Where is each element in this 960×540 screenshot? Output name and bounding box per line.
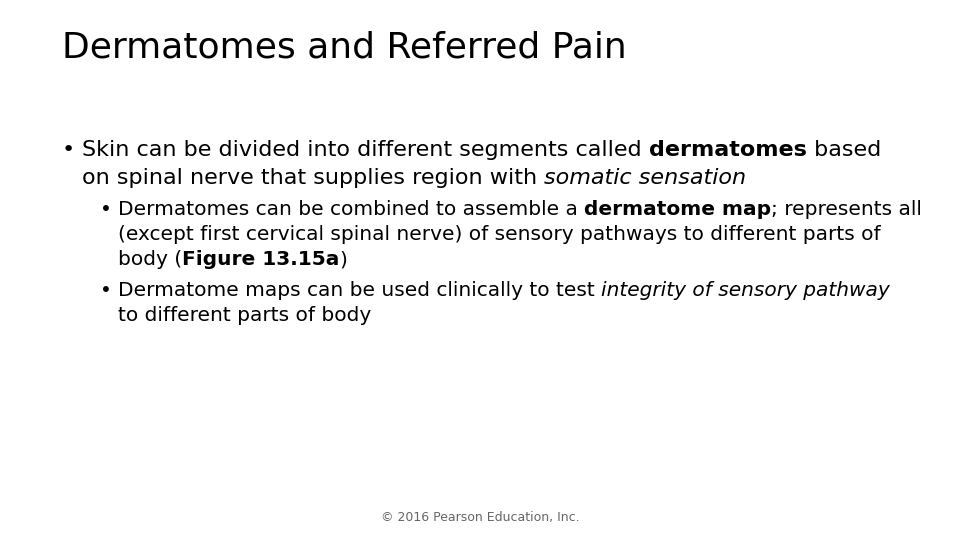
Text: to different parts of body: to different parts of body — [118, 306, 372, 325]
Text: body (: body ( — [118, 250, 182, 269]
Text: on spinal nerve that supplies region with: on spinal nerve that supplies region wit… — [82, 168, 544, 188]
Text: (except first cervical spinal nerve) of sensory pathways to different parts of: (except first cervical spinal nerve) of … — [118, 225, 880, 244]
Text: based: based — [806, 140, 881, 160]
Text: Dermatomes can be combined to assemble a: Dermatomes can be combined to assemble a — [118, 200, 585, 219]
Text: somatic sensation: somatic sensation — [544, 168, 746, 188]
Text: Dermatomes and Referred Pain: Dermatomes and Referred Pain — [62, 30, 627, 64]
Text: dermatomes: dermatomes — [649, 140, 806, 160]
Text: Figure 13.15a: Figure 13.15a — [182, 250, 340, 269]
Text: ; represents all: ; represents all — [772, 200, 923, 219]
Text: integrity of sensory pathway: integrity of sensory pathway — [601, 281, 890, 300]
Text: dermatome map: dermatome map — [585, 200, 772, 219]
Text: •: • — [100, 281, 112, 300]
Text: Dermatome maps can be used clinically to test: Dermatome maps can be used clinically to… — [118, 281, 601, 300]
Text: ): ) — [340, 250, 348, 269]
Text: Skin can be divided into different segments called: Skin can be divided into different segme… — [82, 140, 649, 160]
Text: •: • — [62, 140, 75, 160]
Text: © 2016 Pearson Education, Inc.: © 2016 Pearson Education, Inc. — [381, 511, 579, 524]
Text: •: • — [100, 200, 112, 219]
